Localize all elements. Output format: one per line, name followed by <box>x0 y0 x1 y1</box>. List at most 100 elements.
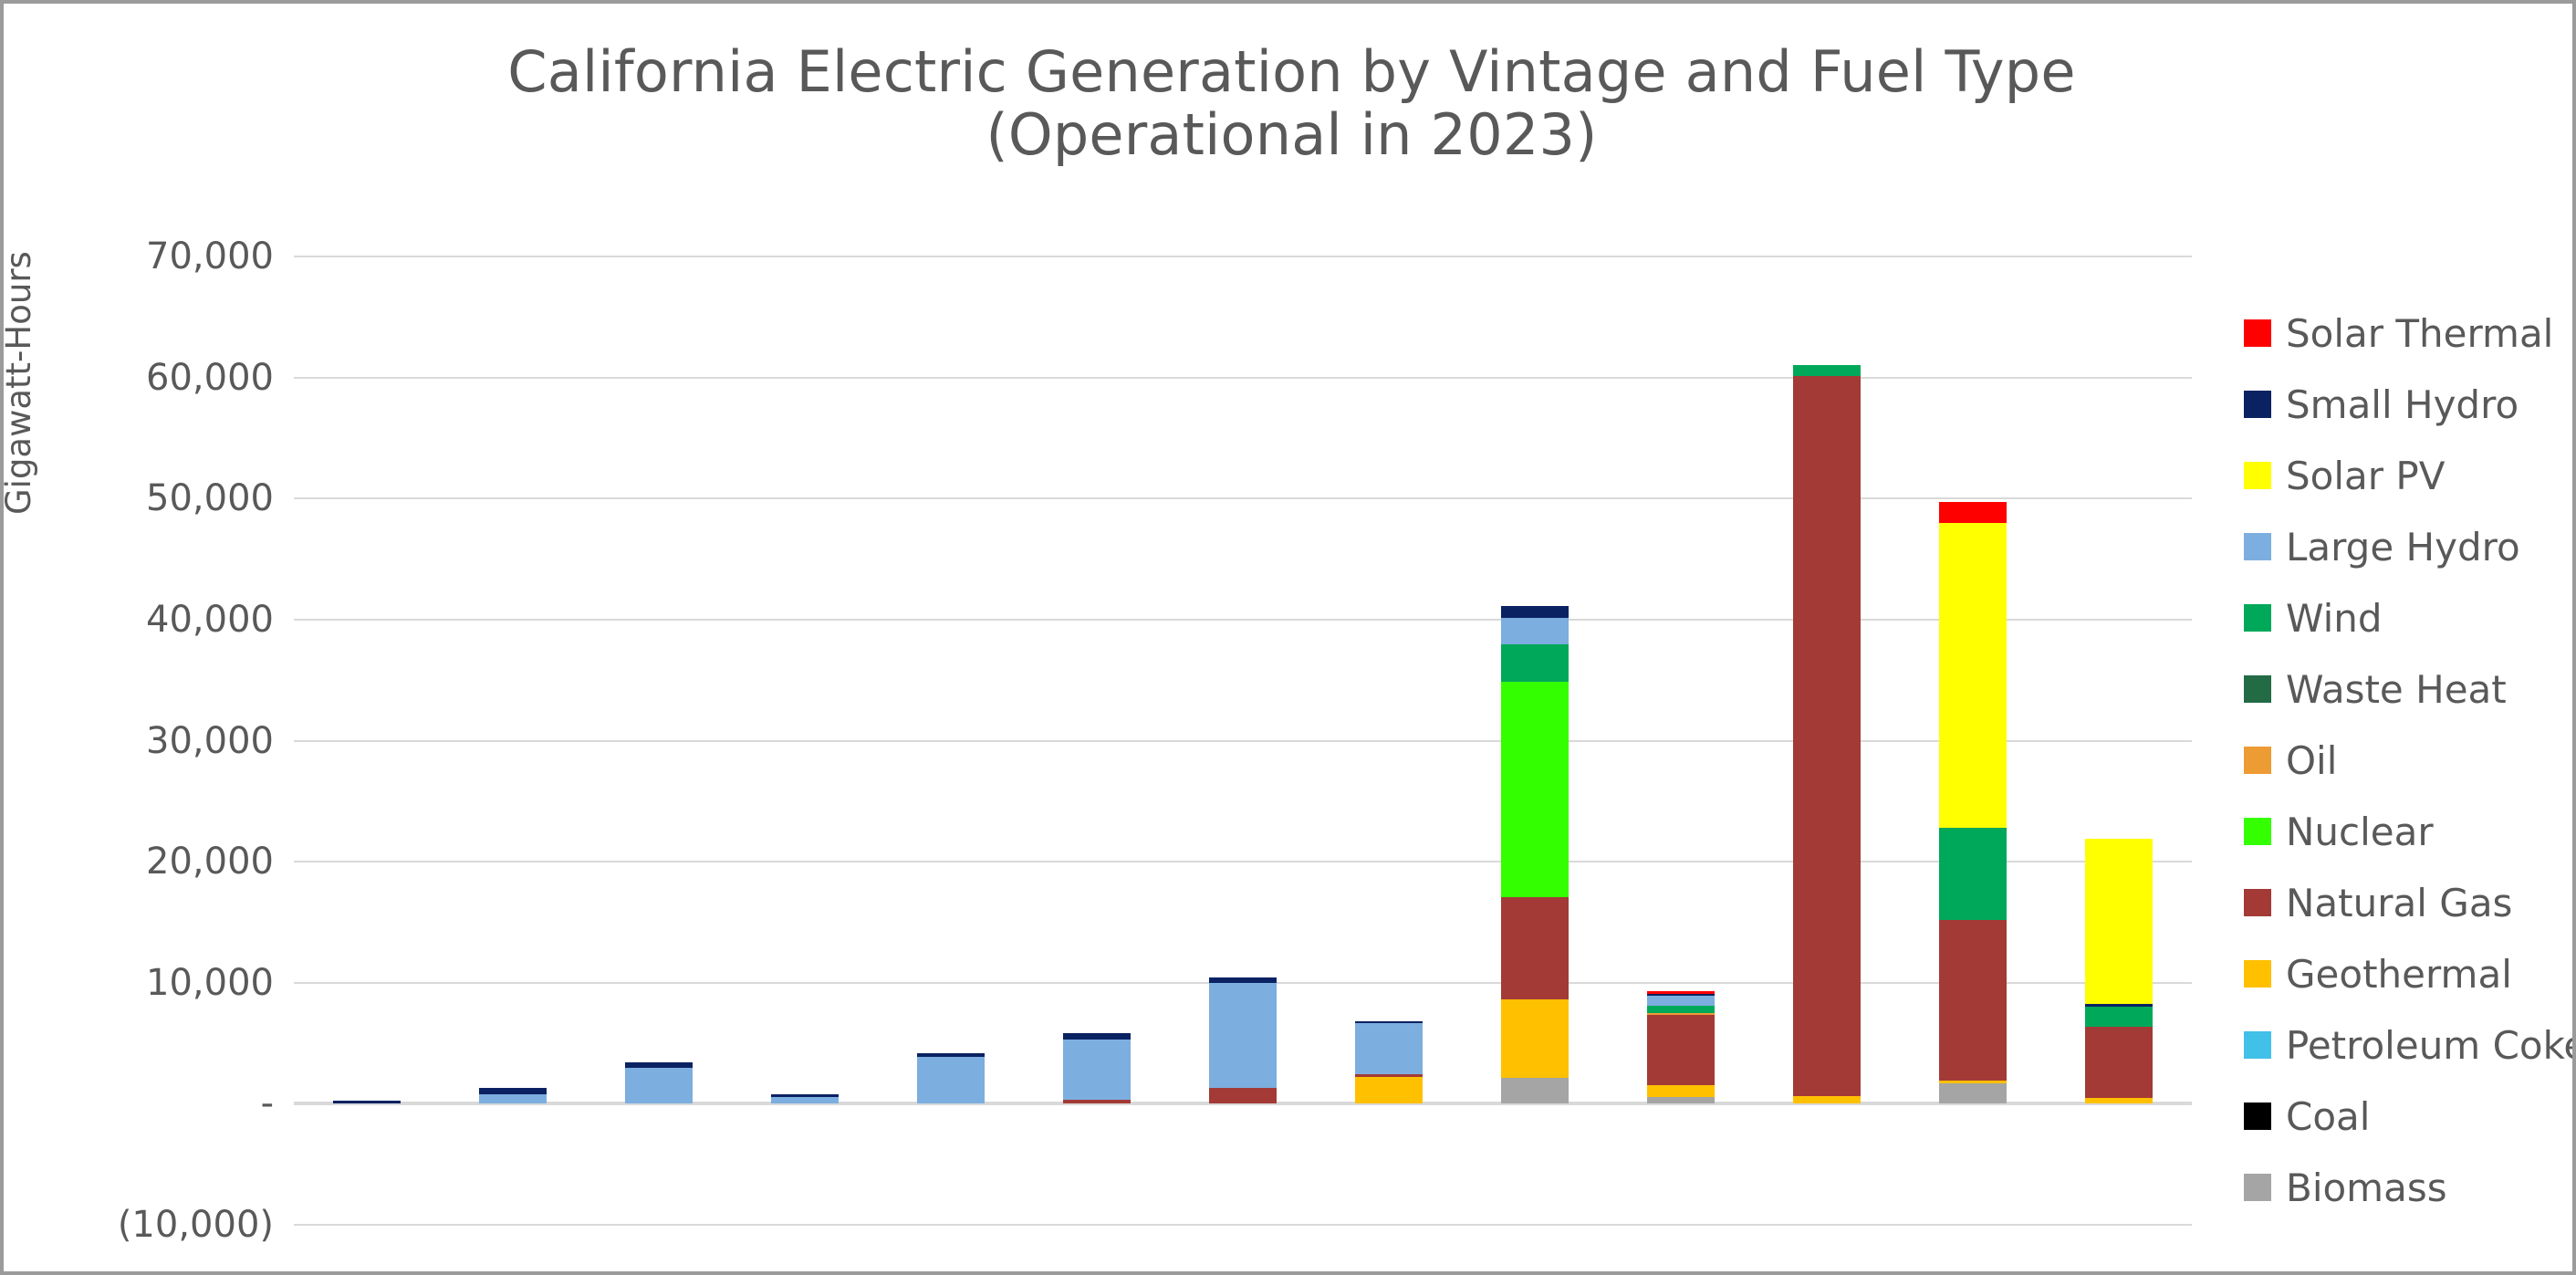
legend-item-label: Natural Gas <box>2286 880 2513 925</box>
legend-item-oil[interactable]: Oil <box>2244 725 2563 796</box>
bar-segment-small-hydro[interactable] <box>1501 605 1569 618</box>
bar-segment-natural-gas[interactable] <box>1209 1088 1277 1104</box>
gridline <box>294 1224 2192 1226</box>
bar-segment-solar-thermal[interactable] <box>1939 501 2007 523</box>
legend-item-solar-pv[interactable]: Solar PV <box>2244 440 2563 511</box>
gridline <box>294 256 2192 257</box>
bar-stack-1970[interactable] <box>1355 256 1423 1225</box>
bar-segment-natural-gas[interactable] <box>1793 376 1861 1097</box>
legend-item-petroleum-coke[interactable]: Petroleum Coke <box>2244 1009 2572 1081</box>
legend-item-natural-gas[interactable]: Natural Gas <box>2244 867 2563 938</box>
bar-segment-natural-gas[interactable] <box>1355 1073 1423 1078</box>
legend-item-nuclear[interactable]: Nuclear <box>2244 796 2563 867</box>
bar-segment-large-hydro[interactable] <box>1063 1040 1131 1101</box>
bar-segment-large-hydro[interactable] <box>1647 995 1715 1007</box>
bar-segment-small-hydro[interactable] <box>917 1053 985 1058</box>
bar-segment-large-hydro[interactable] <box>917 1057 985 1104</box>
bar-segment-natural-gas[interactable] <box>1063 1100 1131 1104</box>
bar-segment-small-hydro[interactable] <box>1355 1020 1423 1024</box>
bar-segment-natural-gas[interactable] <box>1501 897 1569 999</box>
legend-item-wind[interactable]: Wind <box>2244 582 2563 653</box>
bar-stack-1950[interactable] <box>1063 256 1131 1225</box>
bar-segment-large-hydro[interactable] <box>479 1093 547 1104</box>
chart-title: California Electric Generation by Vintag… <box>4 38 2572 169</box>
bar-segment-large-hydro[interactable] <box>1209 982 1277 1089</box>
legend-item-label: Geothermal <box>2286 951 2512 997</box>
chart-title-line-1: California Electric Generation by Vintag… <box>507 38 2076 105</box>
bar-segment-natural-gas[interactable] <box>1939 919 2007 1082</box>
bar-segment-solar-thermal[interactable] <box>1647 991 1715 994</box>
bar-segment-geothermal[interactable] <box>1501 998 1569 1078</box>
chart-legend: Solar Thermal Small Hydro Solar PV Large Hy… <box>2244 298 2572 1223</box>
bar-segment-solar-pv[interactable] <box>1939 522 2007 828</box>
legend-swatch-icon <box>2244 960 2271 988</box>
bar-segment-geothermal[interactable] <box>2085 1098 2153 1104</box>
bar-segment-wind[interactable] <box>1939 827 2007 920</box>
bar-segment-wind[interactable] <box>1501 644 1569 683</box>
bar-stack-2020[interactable] <box>2085 256 2153 1225</box>
bar-segment-large-hydro[interactable] <box>771 1097 839 1104</box>
legend-item-coal[interactable]: Coal <box>2244 1081 2563 1152</box>
y-axis-tick-label: 70,000 <box>146 235 274 277</box>
bar-segment-small-hydro[interactable] <box>333 1101 401 1104</box>
y-axis-tick-label: 10,000 <box>146 961 274 1004</box>
bar-segment-nuclear[interactable] <box>1501 682 1569 898</box>
bar-segment-biomass[interactable] <box>1647 1097 1715 1104</box>
legend-item-biomass[interactable]: Biomass <box>2244 1152 2563 1223</box>
bar-stack-1900[interactable] <box>333 256 401 1225</box>
legend-item-label: Wind <box>2286 595 2383 641</box>
plot-area: 70,000 60,000 50,000 40,000 30,000 20,000 10,0… <box>118 235 2192 1246</box>
gridline <box>294 739 2192 742</box>
bar-segment-small-hydro[interactable] <box>771 1094 839 1098</box>
bar-segment-wind[interactable] <box>2085 1006 2153 1028</box>
bar-stack-2000[interactable] <box>1793 256 1861 1225</box>
bar-segment-geothermal[interactable] <box>1939 1081 2007 1084</box>
bar-segment-geothermal[interactable] <box>1793 1096 1861 1104</box>
legend-swatch-icon <box>2244 319 2271 347</box>
legend-item-solar-thermal[interactable]: Solar Thermal <box>2244 298 2563 369</box>
legend-item-large-hydro[interactable]: Large Hydro <box>2244 511 2563 582</box>
legend-item-waste-heat[interactable]: Waste Heat <box>2244 653 2563 725</box>
bar-stack-2010[interactable] <box>1939 256 2007 1225</box>
legend-swatch-icon <box>2244 533 2271 560</box>
bar-segment-wind[interactable] <box>1793 365 1861 377</box>
bar-stack-1990[interactable] <box>1647 256 1715 1225</box>
bar-stack-1930[interactable] <box>771 256 839 1225</box>
bar-segment-solar-pv[interactable] <box>2085 838 2153 1005</box>
bar-segment-wind[interactable] <box>1647 1006 1715 1014</box>
bar-segment-natural-gas[interactable] <box>2085 1027 2153 1099</box>
gridline <box>294 861 2192 863</box>
bar-segment-small-hydro[interactable] <box>1209 977 1277 983</box>
bar-stack-1940[interactable] <box>917 256 985 1225</box>
bar-segment-small-hydro[interactable] <box>479 1088 547 1094</box>
legend-item-geothermal[interactable]: Geothermal <box>2244 938 2563 1009</box>
bar-segment-large-hydro[interactable] <box>1355 1023 1423 1074</box>
bar-segment-geothermal[interactable] <box>1647 1085 1715 1098</box>
bar-stack-1910[interactable] <box>479 256 547 1225</box>
y-axis-tick-label: 30,000 <box>146 719 274 762</box>
chart-title-line-2: (Operational in 2023) <box>986 101 1598 169</box>
legend-swatch-icon <box>2244 1174 2271 1201</box>
bar-segment-natural-gas[interactable] <box>1647 1015 1715 1086</box>
bar-stack-1960[interactable] <box>1209 256 1277 1225</box>
legend-swatch-icon <box>2244 889 2271 916</box>
gridline <box>294 497 2192 500</box>
bar-segment-biomass[interactable] <box>1939 1083 2007 1104</box>
bar-segment-oil[interactable] <box>1647 1013 1715 1016</box>
bar-segment-small-hydro[interactable] <box>1063 1033 1131 1040</box>
bar-segment-large-hydro[interactable] <box>1501 617 1569 645</box>
bar-segment-small-hydro[interactable] <box>2085 1004 2153 1007</box>
bar-segment-biomass[interactable] <box>1501 1077 1569 1104</box>
legend-swatch-icon <box>2244 675 2271 703</box>
bar-segment-geothermal[interactable] <box>1355 1077 1423 1104</box>
legend-item-label: Solar Thermal <box>2286 310 2554 356</box>
bar-segment-large-hydro[interactable] <box>625 1068 693 1104</box>
legend-item-label: Large Hydro <box>2286 524 2520 570</box>
bar-segment-small-hydro[interactable] <box>1647 993 1715 996</box>
bar-stack-1920[interactable] <box>625 256 693 1225</box>
legend-item-small-hydro[interactable]: Small Hydro <box>2244 369 2563 440</box>
bar-stack-1980[interactable] <box>1501 256 1569 1225</box>
gridline <box>294 376 2192 379</box>
bar-segment-small-hydro[interactable] <box>625 1061 693 1069</box>
gridline <box>294 618 2192 621</box>
